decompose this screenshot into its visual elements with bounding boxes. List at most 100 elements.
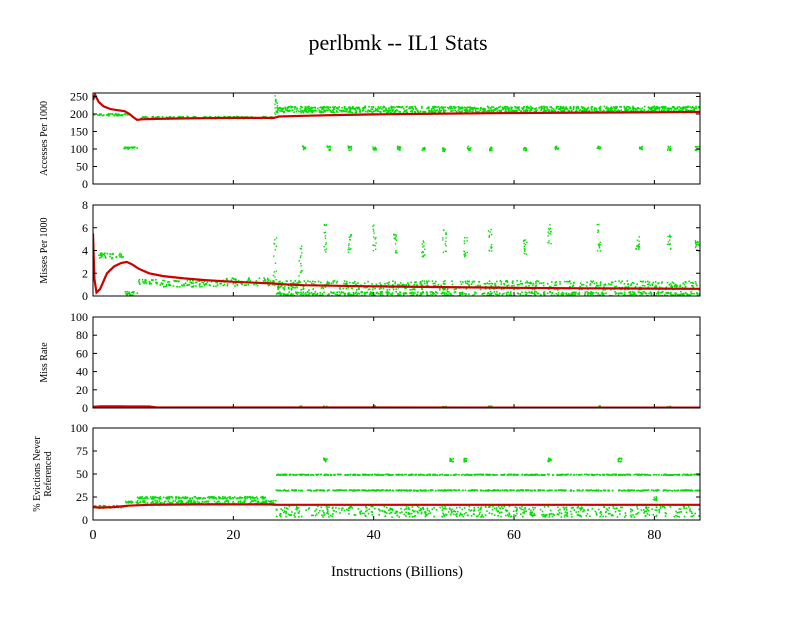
scatter-point bbox=[549, 233, 550, 234]
scatter-point bbox=[397, 110, 399, 112]
scatter-point bbox=[368, 106, 370, 108]
scatter-point bbox=[650, 109, 652, 111]
scatter-point bbox=[525, 294, 527, 296]
scatter-point bbox=[413, 474, 415, 476]
scatter-point bbox=[227, 500, 229, 502]
scatter-point bbox=[242, 502, 244, 504]
scatter-point bbox=[608, 108, 610, 110]
scatter-point bbox=[586, 282, 588, 284]
scatter-point bbox=[288, 288, 290, 290]
scatter-point bbox=[436, 107, 438, 109]
scatter-point bbox=[602, 292, 604, 294]
scatter-point bbox=[325, 244, 326, 245]
scatter-point bbox=[573, 106, 575, 108]
scatter-point bbox=[303, 293, 305, 295]
scatter-point bbox=[611, 110, 613, 112]
scatter-point bbox=[548, 228, 549, 229]
scatter-point bbox=[462, 474, 464, 476]
scatter-point bbox=[99, 114, 101, 116]
scatter-point bbox=[305, 108, 307, 110]
y-tick-label: 0 bbox=[82, 289, 88, 303]
scatter-point bbox=[172, 502, 174, 504]
scatter-point bbox=[579, 286, 581, 288]
scatter-point bbox=[551, 281, 553, 283]
scatter-point bbox=[307, 108, 309, 110]
scatter-point bbox=[642, 149, 643, 150]
scatter-point bbox=[268, 279, 270, 281]
scatter-point bbox=[464, 107, 466, 109]
scatter-point bbox=[578, 108, 580, 110]
scatter-point bbox=[490, 291, 492, 293]
scatter-point bbox=[465, 281, 467, 283]
scatter-point bbox=[454, 292, 456, 294]
scatter-point bbox=[548, 231, 549, 232]
scatter-point bbox=[443, 108, 445, 110]
scatter-point bbox=[630, 285, 632, 287]
scatter-point bbox=[334, 107, 336, 109]
scatter-point bbox=[496, 107, 498, 109]
scatter-point bbox=[672, 282, 674, 284]
scatter-point bbox=[671, 285, 673, 287]
scatter-point bbox=[130, 293, 132, 295]
scatter-point bbox=[232, 501, 234, 503]
scatter-point bbox=[344, 474, 346, 476]
scatter-point bbox=[332, 110, 334, 112]
scatter-point bbox=[667, 150, 668, 151]
scatter-point bbox=[445, 251, 446, 252]
scatter-point bbox=[388, 108, 390, 110]
scatter-point bbox=[388, 282, 390, 284]
scatter-point bbox=[510, 110, 512, 112]
scatter-point bbox=[589, 284, 591, 286]
scatter-point bbox=[658, 474, 660, 476]
scatter-point bbox=[460, 292, 462, 294]
scatter-point bbox=[460, 107, 462, 109]
scatter-point bbox=[388, 292, 390, 294]
scatter-point bbox=[558, 106, 560, 108]
scatter-point bbox=[125, 114, 127, 116]
scatter-point bbox=[696, 244, 697, 245]
scatter-point bbox=[488, 109, 490, 111]
scatter-point bbox=[558, 292, 560, 294]
scatter-point bbox=[244, 284, 246, 286]
scatter-point bbox=[603, 293, 605, 295]
scatter-point bbox=[395, 238, 396, 239]
scatter-point bbox=[423, 148, 424, 149]
scatter-point bbox=[346, 288, 348, 290]
scatter-point bbox=[490, 285, 492, 287]
scatter-point bbox=[595, 292, 597, 294]
scatter-point bbox=[442, 292, 444, 294]
scatter-point bbox=[341, 110, 343, 112]
scatter-point bbox=[173, 280, 175, 282]
scatter-point bbox=[439, 289, 441, 291]
scatter-point bbox=[584, 108, 586, 110]
scatter-point bbox=[431, 111, 433, 113]
scatter-point bbox=[528, 285, 530, 287]
scatter-point bbox=[301, 270, 302, 271]
scatter-point bbox=[444, 280, 446, 282]
scatter-point bbox=[464, 237, 465, 238]
scatter-point bbox=[445, 110, 447, 112]
scatter-point bbox=[426, 282, 428, 284]
scatter-point bbox=[298, 474, 300, 476]
scatter-point bbox=[410, 111, 412, 113]
scatter-point bbox=[465, 253, 466, 254]
scatter-point bbox=[584, 474, 586, 476]
scatter-point bbox=[641, 146, 642, 147]
scatter-point bbox=[450, 474, 452, 476]
scatter-point bbox=[566, 108, 568, 110]
scatter-point bbox=[175, 498, 177, 500]
scatter-point bbox=[348, 252, 349, 253]
scatter-point bbox=[445, 232, 446, 233]
scatter-point bbox=[578, 474, 580, 476]
scatter-point bbox=[395, 110, 397, 112]
scatter-point bbox=[211, 496, 213, 498]
scatter-point bbox=[422, 256, 423, 257]
scatter-point bbox=[393, 289, 395, 291]
scatter-point bbox=[275, 114, 276, 115]
scatter-point bbox=[452, 108, 454, 110]
scatter-point bbox=[163, 497, 165, 499]
scatter-point bbox=[639, 108, 641, 110]
scatter-point bbox=[336, 291, 338, 293]
scatter-point bbox=[437, 292, 439, 294]
scatter-point bbox=[461, 283, 463, 285]
